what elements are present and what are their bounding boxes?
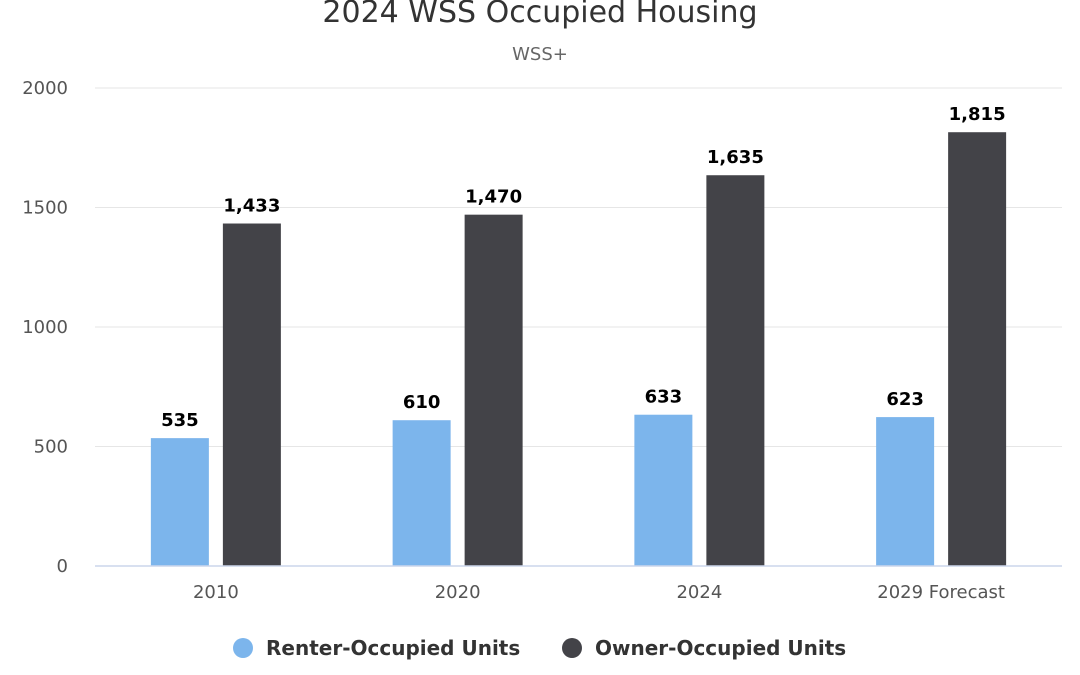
- legend-item-renter[interactable]: Renter-Occupied Units: [233, 636, 520, 660]
- data-label: 1,470: [465, 187, 522, 208]
- bars: [150, 132, 1007, 567]
- bar-owner-3[interactable]: [948, 132, 1007, 566]
- y-axis-labels: 0 500 1000 1500 2000: [22, 78, 68, 577]
- x-tick-label: 2024: [676, 582, 722, 603]
- x-tick-label: 2010: [193, 582, 239, 603]
- data-label: 1,815: [949, 104, 1006, 125]
- data-label: 1,635: [707, 147, 764, 168]
- bar-owner-1[interactable]: [464, 214, 523, 567]
- data-label: 633: [645, 387, 683, 408]
- bar-renter-1[interactable]: [392, 420, 451, 566]
- legend-label: Owner-Occupied Units: [595, 636, 846, 660]
- data-label: 1,433: [223, 196, 280, 217]
- y-tick-label: 500: [34, 437, 68, 458]
- legend-label: Renter-Occupied Units: [266, 636, 520, 660]
- chart-subtitle: WSS+: [512, 44, 568, 65]
- legend[interactable]: Renter-Occupied Units Owner-Occupied Unit…: [233, 636, 846, 660]
- bar-owner-0[interactable]: [222, 223, 281, 566]
- y-tick-label: 0: [57, 556, 68, 577]
- x-tick-label: 2020: [435, 582, 481, 603]
- data-labels: 535 1,433 610 1,470 633 1,635 623 1,815: [161, 104, 1006, 431]
- bar-owner-2[interactable]: [706, 175, 765, 567]
- legend-marker: [233, 638, 253, 658]
- y-tick-label: 1000: [22, 317, 68, 338]
- x-tick-label: 2029 Forecast: [877, 582, 1005, 603]
- bar-renter-0[interactable]: [150, 438, 209, 566]
- legend-marker: [562, 638, 582, 658]
- chart-title: 2024 WSS Occupied Housing: [322, 0, 757, 30]
- data-label: 535: [161, 410, 199, 431]
- bar-renter-2[interactable]: [634, 414, 693, 566]
- y-tick-label: 2000: [22, 78, 68, 99]
- y-tick-label: 1500: [22, 198, 68, 219]
- data-label: 610: [403, 392, 441, 413]
- data-label: 623: [886, 389, 924, 410]
- bar-renter-3[interactable]: [876, 417, 935, 566]
- x-axis-labels: 2010 2020 2024 2029 Forecast: [193, 582, 1005, 603]
- legend-item-owner[interactable]: Owner-Occupied Units: [562, 636, 846, 660]
